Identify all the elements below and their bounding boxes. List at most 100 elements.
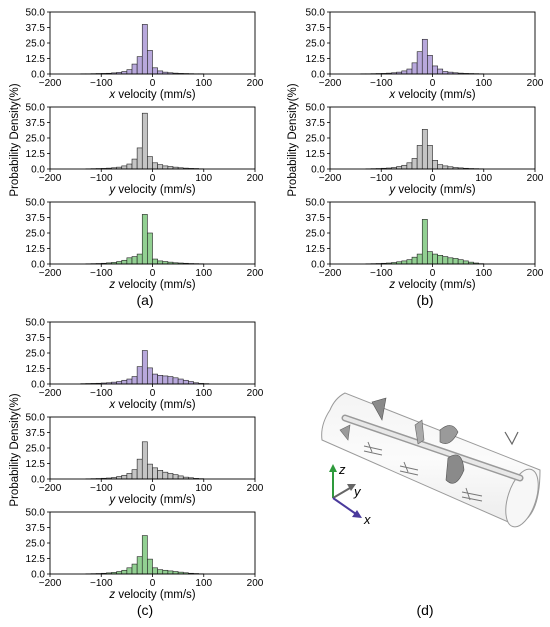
histogram-bar [157, 260, 164, 265]
x-tick-label: −200 [39, 78, 62, 89]
y-tick-label: 0.0 [31, 165, 45, 176]
x-axis-label-variable: x [108, 89, 116, 101]
y-tick-label: 0.0 [311, 260, 325, 271]
histogram-bar [416, 51, 423, 75]
histogram-bar [131, 469, 138, 480]
histogram-bar [452, 258, 459, 265]
x-tick-label: −100 [90, 268, 113, 279]
x-tick-label: 100 [195, 578, 212, 589]
x-tick-label: 0 [150, 173, 156, 184]
x-tick-label: −200 [319, 173, 342, 184]
histogram-bar [442, 165, 449, 170]
y-tick-label: 12.5 [306, 244, 326, 255]
histogram-bar [126, 69, 133, 75]
histogram-bar [136, 458, 143, 480]
y-tick-label: 50.0 [306, 8, 326, 19]
histogram-bar [162, 471, 169, 480]
y-tick-label: 12.5 [26, 554, 46, 565]
x-axis-label: z velocity (mm/s) [108, 279, 195, 291]
histogram-bar [167, 570, 174, 575]
x-tick-label: −200 [39, 268, 62, 279]
histogram-b-x: 0.0 12.5 25.0 37.5 50.0 −200 −100 0 100 200 x velo… [306, 8, 544, 102]
histogram-bar [152, 67, 158, 75]
y-tick-label: 37.5 [26, 118, 46, 129]
y-tick-label: 37.5 [306, 23, 326, 34]
x-tick-label: −100 [370, 78, 393, 89]
histogram-bar [126, 163, 133, 170]
x-axis-label-unit: velocity (mm/s) [395, 279, 476, 291]
y-tick-label: 50.0 [26, 8, 46, 19]
histogram-bar [411, 158, 418, 170]
x-tick-label: −100 [370, 173, 393, 184]
histogram-a-z: 0.0 12.5 25.0 37.5 50.0 −200 −100 0 100 200 z velo… [26, 198, 264, 292]
histogram-bar [432, 160, 438, 170]
histogram-bar [126, 473, 133, 480]
x-tick-label: 100 [195, 268, 212, 279]
histogram-bar [406, 68, 413, 75]
histogram-c-z: 0.0 12.5 25.0 37.5 50.0 −200 −100 0 100 200 z velo… [26, 508, 264, 602]
x-axis-label: z velocity (mm/s) [388, 279, 475, 291]
x-axis-label-unit: velocity (mm/s) [115, 399, 196, 411]
x-axis-label: x velocity (mm/s) [388, 89, 475, 101]
x-tick-label: 200 [527, 268, 544, 279]
histogram-b-y: 0.0 12.5 25.0 37.5 50.0 −200 −100 0 100 200 y velo… [306, 103, 544, 197]
z-axis-label: z [338, 462, 346, 477]
x-tick-label: 100 [475, 268, 492, 279]
x-axis-label: y velocity (mm/s) [108, 494, 195, 506]
y-tick-label: 25.0 [26, 134, 46, 145]
histogram-bar [121, 569, 128, 575]
histogram-c-x: 0.0 12.5 25.0 37.5 50.0 −200 −100 0 100 200 x velo… [26, 318, 264, 412]
blade-7 [461, 487, 483, 502]
panel-label-a: (a) [136, 292, 153, 308]
y-tick-label: 12.5 [26, 244, 46, 255]
x-tick-label: −200 [39, 578, 62, 589]
y-tick-label: 37.5 [26, 213, 46, 224]
x-tick-label: −200 [39, 483, 62, 494]
y-tick-label: 37.5 [26, 428, 46, 439]
x-axis-label-unit: velocity (mm/s) [115, 589, 196, 601]
histogram-bar [141, 441, 148, 480]
blade-6 [504, 431, 519, 446]
blade-2 [439, 425, 459, 444]
histogram-bar [447, 257, 454, 265]
x-axis-label-unit: velocity (mm/s) [115, 89, 196, 101]
x-tick-label: 100 [195, 388, 212, 399]
histogram-bar [157, 70, 164, 75]
x-tick-label: −200 [319, 268, 342, 279]
histogram-bar [437, 164, 444, 170]
histogram-bar [177, 378, 184, 385]
histogram-bar [427, 251, 433, 265]
y-tick-label: 50.0 [26, 413, 46, 424]
x-axis-label: x velocity (mm/s) [108, 89, 195, 101]
histogram-bar [457, 259, 464, 265]
histogram-bar [136, 147, 143, 170]
pipe-diagram: z y x [321, 392, 541, 528]
histogram-bar [432, 253, 438, 265]
histogram-bar [406, 162, 413, 170]
y-tick-label: 0.0 [31, 475, 45, 486]
histogram-bar [421, 129, 428, 170]
x-tick-label: 200 [527, 173, 544, 184]
histogram-bar [416, 253, 423, 265]
x-tick-label: 200 [247, 578, 264, 589]
x-tick-label: 100 [195, 173, 212, 184]
x-tick-label: 200 [527, 78, 544, 89]
histogram-bar [126, 257, 133, 265]
histogram-bar [177, 475, 184, 480]
histogram-bar [162, 375, 169, 385]
histogram-bar [182, 379, 189, 385]
histogram-bar [131, 563, 138, 575]
y-tick-label: 0.0 [31, 260, 45, 271]
histogram-bar [136, 253, 143, 265]
y-tick-label: 50.0 [306, 103, 326, 114]
histogram-bar [411, 256, 418, 265]
y-tick-label: 0.0 [31, 570, 45, 581]
y-tick-label: 37.5 [306, 118, 326, 129]
histogram-bar [131, 158, 138, 170]
x-tick-label: 100 [195, 483, 212, 494]
y-tick-label: 0.0 [311, 70, 325, 81]
y-tick-label: 12.5 [306, 54, 326, 65]
histogram-bar [136, 56, 143, 75]
histogram-bar [167, 473, 174, 480]
